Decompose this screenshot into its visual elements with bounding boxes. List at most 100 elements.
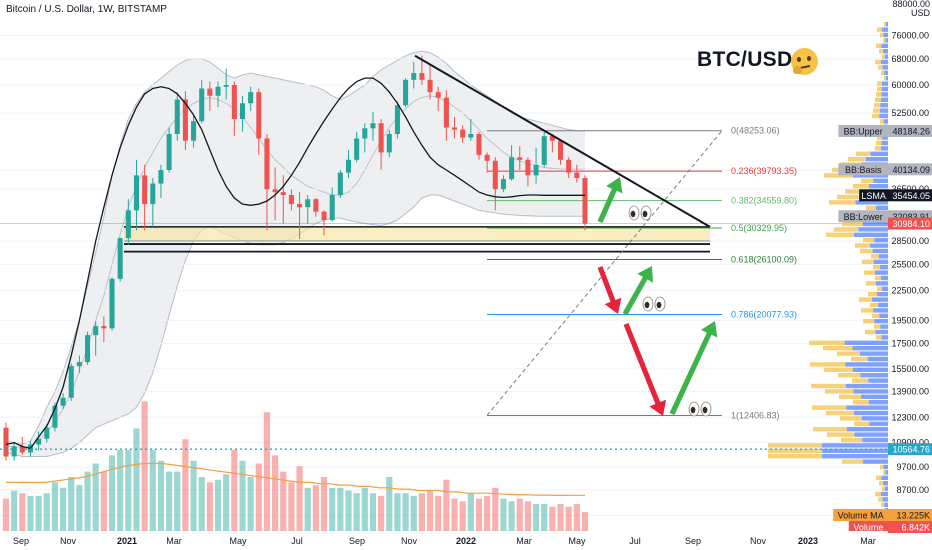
candle-body xyxy=(354,138,360,160)
volume-bar xyxy=(206,482,213,531)
time-tick: Jul xyxy=(291,536,303,546)
candle-body xyxy=(313,199,319,212)
profile-bar-yellow xyxy=(851,356,868,362)
volume-bar xyxy=(255,463,262,531)
volume-bar xyxy=(557,504,564,531)
profile-bar-blue xyxy=(861,394,888,399)
bb-basis-line xyxy=(6,95,585,449)
axis-top-price: 88000.00 xyxy=(892,0,930,9)
price-label-bg xyxy=(888,521,932,533)
price-label-bg xyxy=(888,217,932,230)
volume-bar xyxy=(435,495,442,531)
candle-body xyxy=(166,133,172,171)
volume-bar xyxy=(19,493,26,531)
profile-bar-blue xyxy=(855,200,888,205)
volume-bar xyxy=(304,487,311,531)
volume-bar xyxy=(443,479,450,531)
profile-bar-yellow xyxy=(877,135,882,140)
profile-bar-blue xyxy=(879,108,888,113)
volume-bar xyxy=(198,477,205,531)
profile-bar-yellow xyxy=(826,232,854,237)
profile-bar-blue xyxy=(822,443,888,448)
volume-bar xyxy=(549,506,556,531)
candle-body xyxy=(19,446,25,453)
profile-bar-blue xyxy=(852,367,888,372)
fib-label: 0.786(20077.93) xyxy=(731,310,797,320)
volume-bar xyxy=(125,450,132,531)
volume-bar xyxy=(329,487,336,531)
volume-bar xyxy=(394,493,401,531)
profile-bar-yellow xyxy=(861,178,874,183)
profile-bar-blue xyxy=(870,151,888,156)
red-arrow-2 xyxy=(623,323,667,416)
profile-bar-blue xyxy=(879,113,888,119)
profile-bar-yellow xyxy=(862,259,874,264)
volume-bar xyxy=(239,460,246,531)
volume-bar xyxy=(43,493,50,531)
profile-bar-blue xyxy=(844,340,888,345)
profile-bar-blue xyxy=(883,464,888,470)
profile-bar-blue xyxy=(877,292,888,297)
fib-label: 1(12406.83) xyxy=(731,410,780,420)
profile-bar-yellow xyxy=(877,27,882,32)
profile-bar-yellow xyxy=(839,394,862,399)
annotation-text: BTC/USD xyxy=(697,48,793,71)
volume-bar xyxy=(108,455,116,531)
profile-bar-yellow xyxy=(872,113,880,119)
candle-body xyxy=(231,85,237,120)
candle-body xyxy=(468,133,474,138)
volume-bar xyxy=(410,495,417,531)
profile-bar-blue xyxy=(879,265,888,270)
volume-bar xyxy=(524,501,532,531)
candle-body xyxy=(182,99,188,141)
profile-bar-yellow xyxy=(865,329,876,335)
profile-bar-blue xyxy=(881,92,888,97)
candle-body xyxy=(256,92,262,139)
profile-bar-yellow xyxy=(848,157,866,162)
profile-bar-yellow xyxy=(834,227,859,232)
volume-bar xyxy=(68,477,75,531)
profile-bar-blue xyxy=(884,502,888,507)
profile-bar-yellow xyxy=(863,319,875,324)
profile-bar-blue xyxy=(881,81,888,86)
candle-body xyxy=(582,178,588,224)
candle-body xyxy=(533,164,539,176)
price-label-tag xyxy=(838,163,888,176)
profile-bar-blue xyxy=(885,470,888,475)
volume-bar xyxy=(426,490,434,531)
price-tick: 36500.00 xyxy=(891,184,929,194)
profile-bar-yellow xyxy=(813,427,847,432)
profile-bar-yellow xyxy=(876,335,882,340)
volume-profile xyxy=(0,22,888,534)
profile-bar-blue xyxy=(880,103,888,108)
profile-bar-yellow xyxy=(837,194,860,200)
candle-body xyxy=(68,366,74,398)
green-arrow-2 xyxy=(622,266,653,316)
price-label-value: 48184.26 xyxy=(892,126,930,136)
volume-bars xyxy=(2,401,589,531)
candle-body xyxy=(525,159,531,176)
candle-body xyxy=(492,160,498,190)
profile-bar-blue xyxy=(862,221,888,227)
candle-body xyxy=(60,397,66,406)
profile-bar-yellow xyxy=(768,448,822,453)
profile-bar-yellow xyxy=(872,313,880,318)
price-label-bg xyxy=(888,443,932,456)
profile-bar-blue xyxy=(883,32,888,38)
volume-bar xyxy=(141,401,148,531)
candle-body xyxy=(509,157,515,180)
profile-bar-yellow xyxy=(875,146,881,151)
profile-bar-blue xyxy=(881,475,888,480)
price-tick: 10900.00 xyxy=(891,438,929,448)
profile-bar-yellow xyxy=(824,173,853,178)
volume-bar xyxy=(459,501,466,531)
candle-body xyxy=(117,238,123,279)
time-tick: Nov xyxy=(750,536,767,546)
profile-bar-blue xyxy=(878,302,888,308)
profile-bar-blue xyxy=(880,491,888,497)
profile-bar-blue xyxy=(858,227,888,232)
profile-bar-blue xyxy=(874,270,888,275)
fib-label: 0(48253.06) xyxy=(731,126,780,136)
profile-bar-blue xyxy=(881,43,888,48)
